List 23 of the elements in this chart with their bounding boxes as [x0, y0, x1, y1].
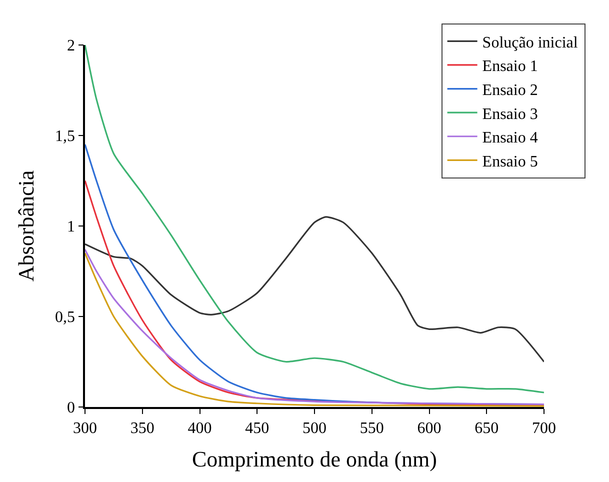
x-tick-label: 700	[532, 420, 556, 437]
x-tick-label: 650	[474, 420, 499, 437]
legend-label: Solução inicial	[482, 34, 578, 52]
x-tick-label: 300	[73, 420, 97, 437]
legend-label: Ensaio 1	[482, 58, 538, 76]
x-tick-label: 600	[417, 420, 442, 437]
x-axis-title: Comprimento de onda (nm)	[192, 446, 438, 472]
x-tick-label: 400	[188, 420, 212, 437]
y-tick-label: 1,5	[55, 128, 76, 146]
y-tick-label: 0,5	[55, 309, 76, 326]
line-series	[85, 216, 544, 363]
y-tick-label: 1	[67, 218, 76, 236]
legend-label: Ensaio 2	[482, 82, 538, 100]
y-axis-title: Absorbância	[13, 170, 38, 282]
y-tick-label: 0	[67, 400, 76, 417]
legend-label: Ensaio 3	[482, 106, 538, 123]
legend-label: Ensaio 5	[482, 153, 538, 170]
x-tick-label: 500	[302, 420, 326, 437]
x-tick-label: 450	[245, 420, 270, 437]
x-tick-label: 350	[130, 420, 154, 437]
legend-label: Ensaio 4	[482, 130, 538, 147]
x-tick-label: 550	[360, 420, 384, 437]
y-tick-label: 2	[67, 38, 76, 55]
